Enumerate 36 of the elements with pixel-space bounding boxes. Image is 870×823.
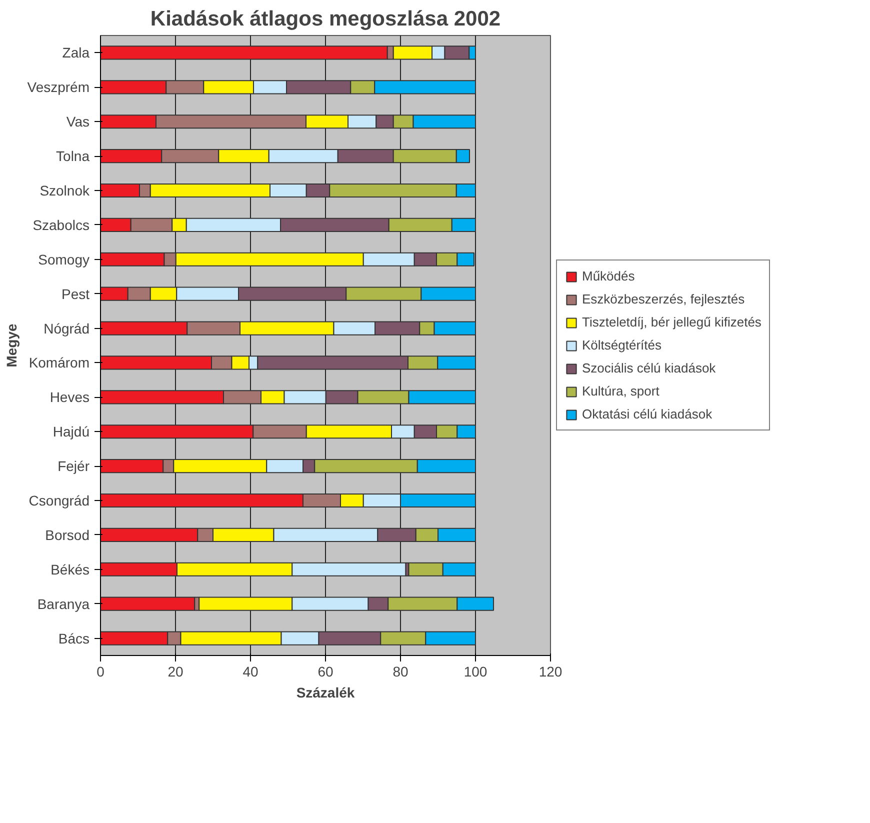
y-tick-label: Vas xyxy=(66,114,90,130)
legend-label: Szociális célú kiadások xyxy=(582,360,716,376)
y-tick-label: Heves xyxy=(50,389,90,406)
y-tick-label: Tolna xyxy=(56,148,90,164)
legend-label: Költségtérítés xyxy=(582,338,662,352)
bar xyxy=(100,596,196,611)
y-tick-label: Baranya xyxy=(37,596,90,612)
y-tick-label: Hajdú xyxy=(52,424,90,440)
legend-label: Eszközbeszerzés, fejlesztés xyxy=(582,292,745,306)
x-tick-label: 60 xyxy=(318,664,334,680)
y-tick-label: Komárom xyxy=(28,354,90,371)
x-tick-label: 20 xyxy=(168,664,184,680)
y-tick-label: Borsod xyxy=(45,526,90,543)
y-tick-label: Veszprém xyxy=(27,79,90,96)
y-tick-label: Fejér xyxy=(58,458,90,474)
y-tick-label: Nógrád xyxy=(44,320,90,336)
y-tick-label: Pest xyxy=(61,286,90,302)
legend-label: Oktatási célú kiadások xyxy=(582,406,712,422)
y-tick-label: Szolnok xyxy=(40,182,90,198)
x-tick-label: 100 xyxy=(464,664,488,680)
y-tick-label: Bács xyxy=(58,630,90,646)
y-axis-title: Megye xyxy=(3,324,20,368)
y-tick-label: Szabolcs xyxy=(32,216,90,233)
legend-label: Kultúra, sport xyxy=(582,384,660,398)
x-tick-label: 120 xyxy=(538,664,562,680)
x-tick-label: 80 xyxy=(392,664,408,680)
y-tick-label: Békés xyxy=(50,561,90,578)
x-tick-label: 40 xyxy=(242,664,258,680)
y-tick-label: Csongrád xyxy=(28,492,90,508)
chart-title: Kiadások átlagos megoszlása 2002 xyxy=(150,8,501,30)
y-tick-label: Somogy xyxy=(38,251,90,268)
legend-label: Működés xyxy=(582,268,635,284)
x-tick-label: 0 xyxy=(96,664,105,680)
x-axis-title: Százalék xyxy=(296,684,355,700)
legend-label: Tiszteletdíj, bér jellegű kifizetés xyxy=(582,314,762,330)
y-tick-label: Zala xyxy=(62,44,90,61)
